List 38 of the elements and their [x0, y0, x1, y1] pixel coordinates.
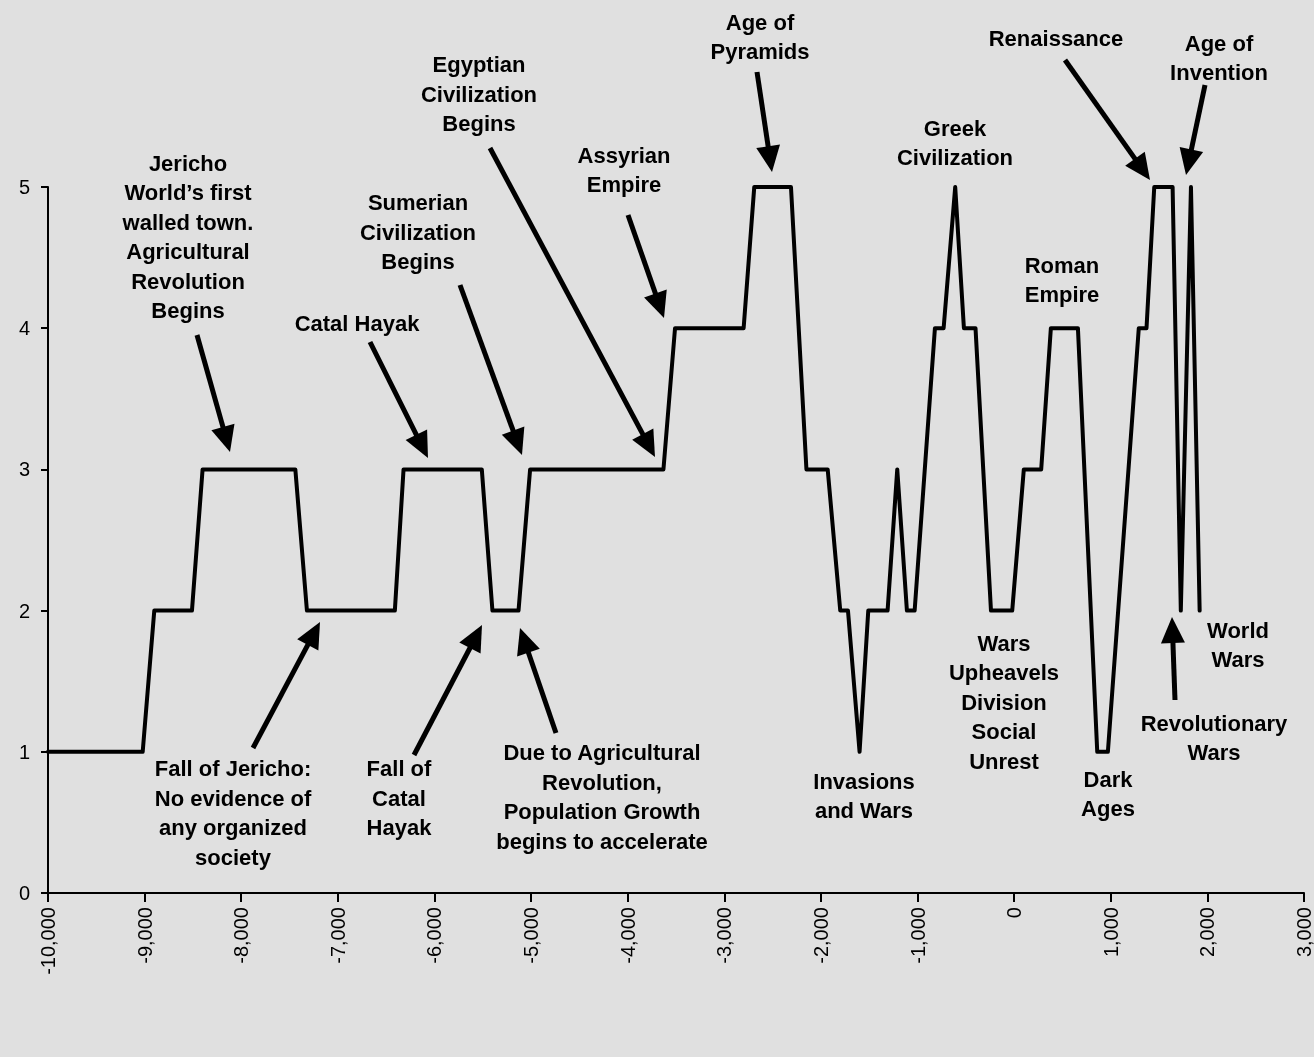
annotation: Due to Agricultural Revolution, Population Growth begins to accelerate: [496, 740, 708, 854]
x-tick-label: -7,000: [326, 907, 349, 964]
x-tick-label: -1,000: [906, 907, 929, 964]
annotation: Catal Hayak: [294, 310, 421, 336]
x-tick-label: -2,000: [809, 907, 832, 964]
y-tick-label: 0: [18, 882, 30, 904]
x-tick-label: 3,000: [1293, 907, 1314, 958]
x-tick-label: 0: [1003, 907, 1026, 919]
annotation: Fall of Jericho: No evidence of any organized society: [154, 756, 312, 870]
x-tick-label: -10,000: [37, 907, 59, 975]
annotation: World Wars: [1207, 617, 1269, 673]
x-tick-label: -3,000: [713, 907, 736, 964]
annotation: Wars Upheavels Division Social Unrest: [948, 630, 1060, 774]
annotation: Roman Empire: [1024, 252, 1100, 308]
y-tick-label: 5: [18, 176, 30, 198]
annotation: Dark Ages: [1081, 766, 1135, 822]
annotation: Revolutionary Wars: [1140, 710, 1289, 766]
x-tick-label: -6,000: [423, 907, 446, 964]
y-tick-label: 1: [18, 740, 30, 763]
text: Greek Civilization: [896, 115, 1014, 171]
annotation: Jericho World’s first walled town. Agricultural Revolution Begins: [121, 150, 254, 324]
annotation: Sumerian Civilization Begins: [359, 190, 477, 274]
text: Age of Pyramids: [710, 9, 810, 65]
x-tick-label: -5,000: [520, 907, 543, 964]
text: Age of Invention: [1170, 30, 1268, 86]
x-tick-label: -8,000: [230, 907, 253, 964]
x-tick-label: -9,000: [133, 907, 156, 964]
text: Egyptian Civilization Begins: [420, 52, 538, 136]
y-tick-label: 4: [18, 317, 30, 340]
x-tick-label: 2,000: [1196, 907, 1219, 958]
annotation: Invasions and Wars: [813, 768, 915, 824]
x-tick-label: -4,000: [616, 907, 639, 964]
x-tick-label: 1,000: [1099, 907, 1122, 958]
text: Renaissance: [988, 25, 1124, 51]
annotation: Fall of Catal Hayak: [366, 756, 433, 840]
y-tick-label: 3: [18, 458, 30, 481]
y-tick-label: 2: [18, 599, 30, 622]
annotation: Assyrian Empire: [577, 142, 671, 198]
